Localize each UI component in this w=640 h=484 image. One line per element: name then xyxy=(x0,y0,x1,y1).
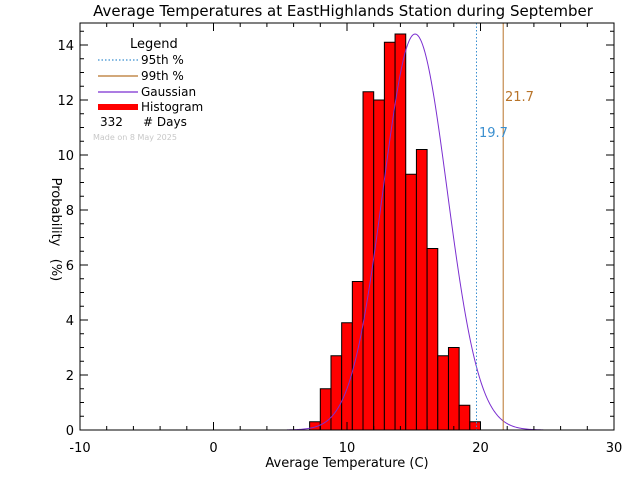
histogram-bar xyxy=(447,347,460,431)
legend-label-gaussian: Gaussian xyxy=(141,85,196,99)
legend-count-value: 332 xyxy=(100,115,123,129)
histogram-bar xyxy=(458,404,471,431)
x-tick-label: 10 xyxy=(339,441,356,456)
legend-count-label: # Days xyxy=(143,115,187,129)
y-tick-label: 6 xyxy=(66,259,74,274)
y-tick-label: 0 xyxy=(66,424,74,439)
legend-title: Legend xyxy=(130,37,178,52)
y-tick-label: 10 xyxy=(57,149,74,164)
histogram-bar xyxy=(415,149,428,431)
x-tick-label: -10 xyxy=(69,441,90,456)
y-tick-label: 12 xyxy=(57,94,74,109)
y-axis-label: Probability xyxy=(48,178,63,247)
legend-label-p99: 99th % xyxy=(141,69,184,83)
p99-value-label: 21.7 xyxy=(505,90,534,105)
chart-title: Average Temperatures at EastHighlands St… xyxy=(93,2,594,20)
legend-label-p95: 95th % xyxy=(141,53,184,67)
y-axis-unit: (%) xyxy=(48,259,63,282)
legend: Legend 95th % 99th % Gaussian Histogram … xyxy=(93,37,203,142)
y-tick-label: 14 xyxy=(57,39,74,54)
made-on-note: Made on 8 May 2025 xyxy=(93,133,177,142)
y-tick-label: 4 xyxy=(66,314,74,329)
y-tick-label: 2 xyxy=(66,369,74,384)
histogram-bar xyxy=(373,99,385,431)
histogram-bar xyxy=(437,355,449,431)
x-tick-label: 20 xyxy=(472,441,489,456)
p95-value-label: 19.7 xyxy=(479,126,508,141)
histogram-bar xyxy=(330,355,343,431)
gaussian-curve xyxy=(286,33,544,431)
histogram-bar xyxy=(405,173,417,431)
histogram-bar xyxy=(469,421,482,431)
x-tick-label: 30 xyxy=(606,441,623,456)
plot-area xyxy=(286,23,544,431)
x-tick-label: 0 xyxy=(209,441,217,456)
y-tick-label: 8 xyxy=(66,204,74,219)
axis-ticks: -10 0 10 20 30 0 2 4 6 8 10 12 14 xyxy=(57,23,622,456)
histogram-bar xyxy=(362,91,375,431)
histogram-bar xyxy=(383,41,396,431)
x-axis-label: Average Temperature (C) xyxy=(265,456,428,471)
histogram-bar xyxy=(351,281,364,431)
legend-label-histogram: Histogram xyxy=(141,100,203,114)
histogram-bar xyxy=(426,248,439,431)
